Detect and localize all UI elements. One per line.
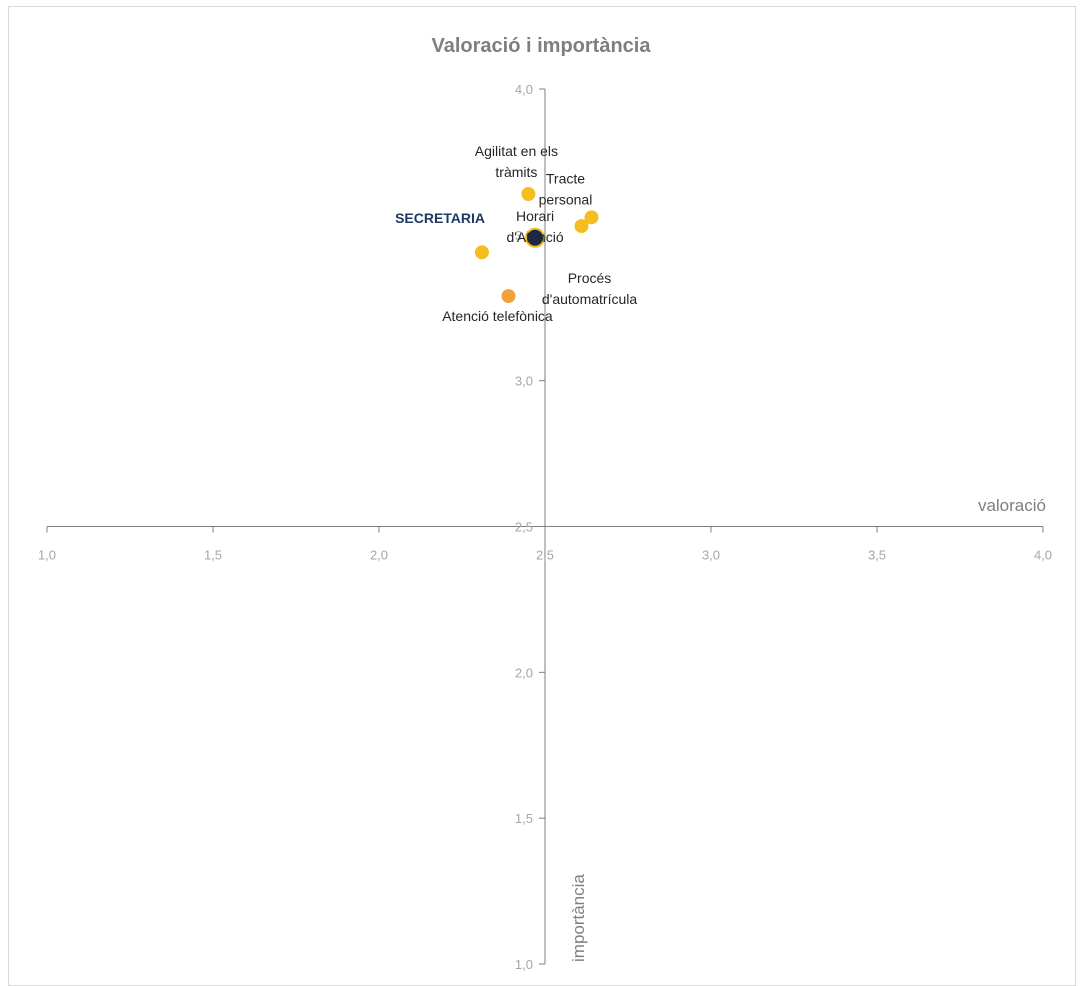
data-point-label: d'automatrícula [542, 291, 637, 307]
y-tick-label: 3,0 [515, 374, 533, 389]
y-tick-label: 4,0 [515, 82, 533, 97]
data-point [521, 187, 536, 201]
data-point-label: Tracte [546, 170, 585, 186]
data-labels: Agilitat en els tràmits Tracte personalHora… [395, 143, 637, 324]
axes [46, 88, 1044, 965]
data-point [574, 219, 589, 234]
y-tick-label: 1,0 [515, 957, 533, 972]
data-point [584, 210, 599, 225]
data-point-label: Agilitat en els [475, 143, 558, 159]
highlight-point [525, 227, 546, 248]
x-tick-label: 4,0 [1034, 548, 1052, 563]
y-tick-label: 1,5 [515, 811, 533, 826]
y-axis-title: importància [569, 874, 588, 962]
y-tick-label: 2,0 [515, 665, 533, 680]
x-tick-label: 1,5 [204, 548, 222, 563]
data-point-label: Atenció telefònica [442, 308, 553, 324]
chart-title: Valoració i importància [432, 35, 652, 57]
x-tick-label: 1,0 [38, 548, 56, 563]
data-point [501, 289, 516, 304]
data-point-label: personal [539, 191, 593, 207]
x-axis-title: valoració [978, 496, 1046, 515]
data-point-label: tràmits [495, 164, 537, 180]
chart-frame [8, 6, 1076, 986]
data-point-label: d'Atenció [506, 229, 563, 245]
data-points [474, 187, 599, 304]
y-tick-label: 2,5 [515, 520, 533, 535]
x-tick-label: 2,5 [536, 548, 554, 563]
x-tick-label: 3,0 [702, 548, 720, 563]
highlight-label: SECRETARIA [395, 210, 485, 226]
data-point [474, 245, 489, 260]
x-tick-label: 2,0 [370, 548, 388, 563]
tick-labels: 1,0 1,5 2,0 2,5 3,0 3,5 4,01,01,52,02,53,03,54… [38, 82, 1052, 972]
data-point-label: Procés [568, 270, 612, 286]
data-point-label: Horari [516, 208, 554, 224]
x-tick-label: 3,5 [868, 548, 886, 563]
